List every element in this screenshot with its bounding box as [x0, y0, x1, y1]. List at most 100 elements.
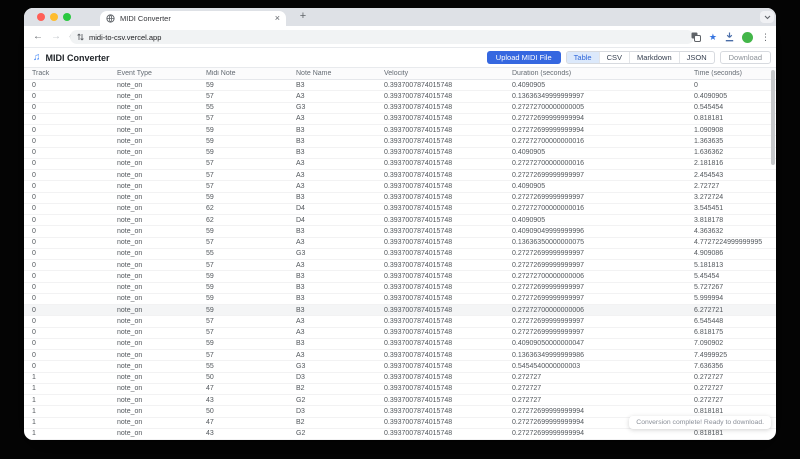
table-cell: 0.4090905 — [512, 81, 546, 89]
table-cell: G2 — [296, 396, 306, 404]
table-cell: 59 — [206, 194, 214, 202]
table-row: 0 note_on 59 B3 0.3937007874015748 0.4090905 1… — [24, 148, 776, 159]
table-cell: 0 — [32, 306, 36, 314]
table-cell: A3 — [296, 92, 305, 100]
format-tab-json[interactable]: JSON — [678, 52, 714, 63]
table-row: 0 note_on 59 B3 0.3937007874015748 0.27272700… — [24, 271, 776, 283]
window-controls — [37, 13, 71, 21]
table-cell: 0.3937007874015748 — [384, 385, 453, 393]
table-cell: 5.45454 — [694, 272, 720, 280]
table-cell: 55 — [206, 104, 214, 112]
app-actions: Upload MIDI File Table CSV Markdown JSON… — [486, 51, 771, 64]
table-cell: note_on — [117, 362, 143, 370]
site-info-icon[interactable] — [77, 33, 84, 41]
table-cell: 0.27272700000000006 — [512, 306, 585, 314]
table-cell: note_on — [117, 194, 143, 202]
format-tab-csv[interactable]: CSV — [598, 52, 629, 63]
new-tab-button[interactable]: + — [299, 10, 307, 22]
profile-avatar[interactable] — [742, 31, 753, 43]
table-cell: A3 — [296, 171, 305, 179]
table-cell: 0.27272699999999997 — [512, 250, 585, 258]
url-bar[interactable]: midi-to-csv.vercel.app — [70, 30, 694, 44]
format-tab-table[interactable]: Table — [566, 52, 599, 63]
table-cell: A3 — [296, 261, 305, 269]
table-cell: 50 — [206, 407, 214, 415]
table-cell: 5.181813 — [694, 261, 724, 269]
tab-search-button[interactable] — [760, 11, 774, 23]
table-cell: 0.13636350000000075 — [512, 239, 585, 247]
minimize-window-button[interactable] — [50, 13, 58, 21]
table-cell: B3 — [296, 306, 305, 314]
download-button[interactable]: Download — [719, 51, 771, 64]
column-header-velocity: Velocity — [384, 70, 409, 77]
table-cell: 7.636356 — [694, 362, 724, 370]
table-cell: D3 — [296, 407, 305, 415]
format-tab-markdown[interactable]: Markdown — [629, 52, 679, 63]
browser-menu-icon[interactable]: ⋮ — [761, 31, 770, 42]
table-cell: note_on — [117, 149, 143, 157]
table-row: 0 note_on 62 D4 0.3937007874015748 0.4090905 3… — [24, 215, 776, 227]
forward-icon[interactable]: → — [51, 30, 61, 42]
table-cell: 62 — [206, 216, 214, 224]
table-row: 0 note_on 62 D4 0.3937007874015748 0.27272700… — [24, 204, 776, 215]
table-cell: 0.40909050000000047 — [512, 340, 585, 348]
table-cell: 57 — [206, 160, 214, 168]
table-cell: 0.27272699999999997 — [512, 329, 585, 337]
browser-tab[interactable]: MIDI Converter × — [100, 11, 286, 26]
table-cell: 1 — [32, 430, 36, 438]
vertical-scrollbar-thumb[interactable] — [771, 70, 775, 165]
table-cell: 0 — [32, 239, 36, 247]
table-cell: 0.3937007874015748 — [384, 216, 453, 224]
table-cell: B3 — [296, 126, 305, 134]
bookmark-star-icon[interactable]: ★ — [708, 31, 717, 42]
table-cell: 0 — [32, 250, 36, 258]
back-icon[interactable]: ← — [33, 30, 43, 42]
table-cell: 0.3937007874015748 — [384, 419, 453, 427]
table-cell: 0.3937007874015748 — [384, 92, 453, 100]
table-cell: 0.4090905 — [512, 149, 546, 157]
table-cell: 1 — [32, 396, 36, 404]
table-row: 1 note_on 50 D3 0.3937007874015748 0.27272699… — [24, 406, 776, 418]
conversion-toast: Conversion complete! Ready to download. — [629, 416, 771, 429]
close-window-button[interactable] — [37, 13, 45, 21]
table-cell: 2.454543 — [694, 171, 724, 179]
table-cell: 0.3937007874015748 — [384, 250, 453, 258]
table-cell: note_on — [117, 340, 143, 348]
table-cell: 0.13636349999999986 — [512, 351, 585, 359]
table-cell: note_on — [117, 182, 143, 190]
table-cell: 0 — [32, 329, 36, 337]
table-cell: B3 — [296, 137, 305, 145]
chevron-down-icon — [764, 15, 770, 19]
table-cell: note_on — [117, 317, 143, 325]
table-cell: 0.27272699999999994 — [512, 419, 585, 427]
table-cell: note_on — [117, 374, 143, 382]
table-cell: 59 — [206, 81, 214, 89]
table-cell: 4.363632 — [694, 227, 724, 235]
table-cell: 0.27272700000000006 — [512, 272, 585, 280]
table-cell: 0.3937007874015748 — [384, 407, 453, 415]
table-cell: B3 — [296, 149, 305, 157]
upload-midi-button[interactable]: Upload MIDI File — [486, 51, 561, 64]
column-header-duration: Duration (seconds) — [512, 70, 572, 77]
column-header-event-type: Event Type — [117, 70, 152, 77]
table-cell: 0.27272699999999997 — [512, 171, 585, 179]
browser-toolbar: ← → midi-to-csv.vercel.app ★ ⋮ — [24, 26, 776, 48]
table-row: 0 note_on 59 B3 0.3937007874015748 0.27272699… — [24, 283, 776, 294]
table-cell: note_on — [117, 137, 143, 145]
download-tray-icon[interactable] — [725, 32, 734, 42]
toolbar-actions: ★ ⋮ — [691, 26, 770, 48]
table-cell: 0.3937007874015748 — [384, 126, 453, 134]
table-cell: G3 — [296, 362, 306, 370]
table-cell: 0 — [32, 362, 36, 370]
table-cell: 59 — [206, 137, 214, 145]
close-tab-icon[interactable]: × — [274, 13, 280, 23]
table-row: 0 note_on 57 A3 0.3937007874015748 0.27272699… — [24, 316, 776, 328]
table-row: 1 note_on 50 D3 0.3937007874015748 0.272727 0.… — [24, 373, 776, 384]
table-cell: B2 — [296, 385, 305, 393]
table-cell: note_on — [117, 81, 143, 89]
zoom-window-button[interactable] — [63, 13, 71, 21]
table-cell: 0.272727 — [512, 385, 542, 393]
translate-icon[interactable] — [691, 32, 701, 42]
table-cell: note_on — [117, 295, 143, 303]
table-cell: B3 — [296, 295, 305, 303]
